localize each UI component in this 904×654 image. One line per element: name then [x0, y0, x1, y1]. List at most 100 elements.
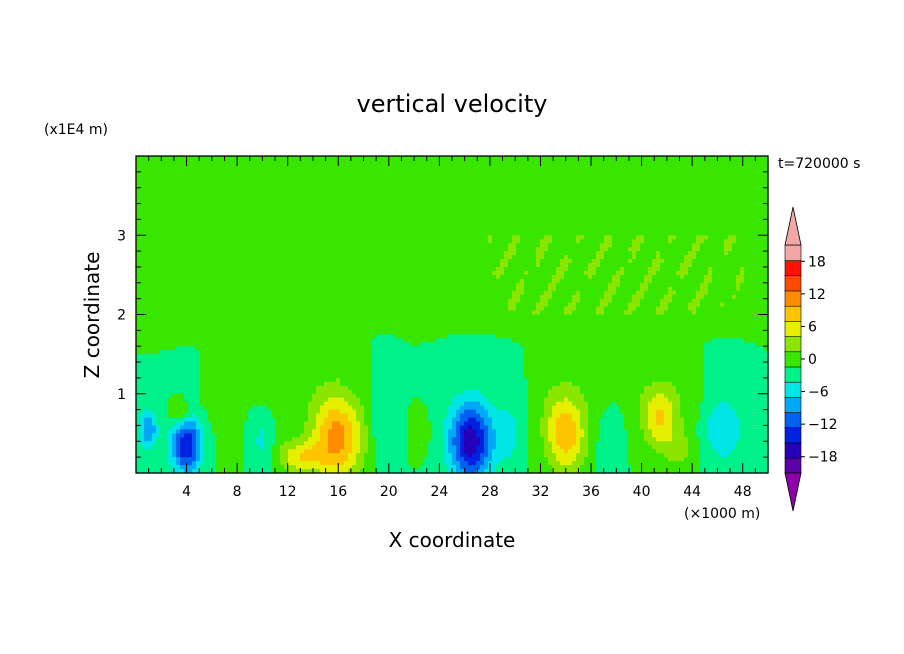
- heatmap-cell: [684, 247, 689, 252]
- heatmap-cell: [484, 235, 489, 240]
- heatmap-cell: [636, 219, 641, 224]
- heatmap-cell: [640, 175, 645, 181]
- heatmap-cell: [336, 187, 341, 193]
- heatmap-cell: [496, 179, 501, 185]
- heatmap-cell: [244, 255, 249, 260]
- heatmap-cell: [276, 262, 281, 268]
- heatmap-cell: [640, 167, 645, 173]
- heatmap-cell: [256, 171, 261, 177]
- heatmap-cell: [608, 227, 613, 232]
- heatmap-cell: [532, 270, 537, 276]
- heatmap-cell: [672, 203, 677, 209]
- heatmap-cell: [520, 163, 525, 169]
- heatmap-cell: [256, 239, 261, 244]
- heatmap-cell: [300, 274, 305, 280]
- heatmap-cell: [388, 175, 393, 181]
- heatmap-cell: [616, 251, 621, 256]
- heatmap-cell: [516, 251, 521, 256]
- heatmap-cell: [668, 175, 673, 181]
- heatmap-cell: [380, 227, 385, 232]
- heatmap-cell: [376, 199, 381, 205]
- heatmap-cell: [172, 207, 177, 213]
- heatmap-cell: [208, 163, 213, 169]
- heatmap-cell: [740, 183, 745, 189]
- heatmap-cell: [592, 262, 597, 268]
- heatmap-cell: [164, 266, 169, 272]
- heatmap-cell: [328, 183, 333, 189]
- heatmap-cell: [628, 247, 633, 252]
- heatmap-cell: [528, 270, 533, 276]
- heatmap-cell: [616, 175, 621, 181]
- heatmap-cell: [732, 195, 737, 201]
- heatmap-cell: [668, 187, 673, 193]
- heatmap-cell: [584, 266, 589, 272]
- heatmap-cell: [300, 183, 305, 189]
- heatmap-cell: [340, 175, 345, 181]
- heatmap-cell: [356, 183, 361, 189]
- heatmap-cell: [316, 243, 321, 248]
- heatmap-cell: [620, 203, 625, 209]
- heatmap-cell: [660, 235, 665, 240]
- chart-title: vertical velocity: [357, 90, 548, 118]
- heatmap-cell: [620, 156, 625, 161]
- heatmap-cell: [216, 175, 221, 181]
- heatmap-cell: [472, 191, 477, 197]
- heatmap-cell: [700, 259, 705, 264]
- heatmap-cell: [708, 203, 713, 209]
- heatmap-cell: [416, 259, 421, 264]
- heatmap-cell: [576, 274, 581, 280]
- heatmap-cell: [540, 159, 545, 165]
- heatmap-cell: [532, 215, 537, 220]
- heatmap-cell: [192, 235, 197, 240]
- heatmap-cell: [736, 199, 741, 205]
- heatmap-cell: [280, 215, 285, 220]
- heatmap-cell: [172, 223, 177, 228]
- heatmap-cell: [764, 247, 769, 252]
- heatmap-cell: [236, 215, 241, 220]
- heatmap-cell: [164, 251, 169, 256]
- heatmap-cell: [212, 167, 217, 173]
- heatmap-cell: [600, 259, 605, 264]
- heatmap-cell: [356, 266, 361, 272]
- heatmap-cell: [464, 163, 469, 169]
- heatmap-cell: [756, 191, 761, 197]
- heatmap-cell: [552, 247, 557, 252]
- heatmap-cell: [592, 227, 597, 232]
- heatmap-cell: [352, 231, 357, 236]
- heatmap-cell: [464, 156, 469, 161]
- heatmap-cell: [148, 211, 153, 217]
- heatmap-cell: [624, 207, 629, 213]
- heatmap-cell: [672, 167, 677, 173]
- heatmap-cell: [224, 262, 229, 268]
- heatmap-cell: [492, 163, 497, 169]
- heatmap-cell: [480, 179, 485, 185]
- heatmap-cell: [428, 251, 433, 256]
- heatmap-cell: [240, 191, 245, 197]
- heatmap-cell: [316, 278, 321, 284]
- heatmap-cell: [500, 211, 505, 217]
- heatmap-cell: [220, 278, 225, 284]
- heatmap-cell: [676, 175, 681, 181]
- heatmap-cell: [680, 203, 685, 209]
- heatmap-cell: [512, 175, 517, 181]
- heatmap-cell: [212, 163, 217, 169]
- heatmap-cell: [304, 278, 309, 284]
- heatmap-cell: [460, 179, 465, 185]
- heatmap-cell: [528, 179, 533, 185]
- heatmap-cell: [620, 215, 625, 220]
- heatmap-cell: [724, 223, 729, 228]
- heatmap-cell: [288, 175, 293, 181]
- heatmap-cell: [624, 262, 629, 268]
- heatmap-cell: [648, 219, 653, 224]
- heatmap-cell: [476, 262, 481, 268]
- heatmap-cell: [448, 183, 453, 189]
- heatmap-cell: [248, 191, 253, 197]
- heatmap-cell: [600, 175, 605, 181]
- heatmap-cell: [332, 175, 337, 181]
- heatmap-cell: [392, 156, 397, 161]
- heatmap-cell: [428, 235, 433, 240]
- heatmap-cell: [176, 274, 181, 280]
- heatmap-cell: [656, 191, 661, 197]
- heatmap-cell: [524, 223, 529, 228]
- heatmap-cell: [676, 211, 681, 217]
